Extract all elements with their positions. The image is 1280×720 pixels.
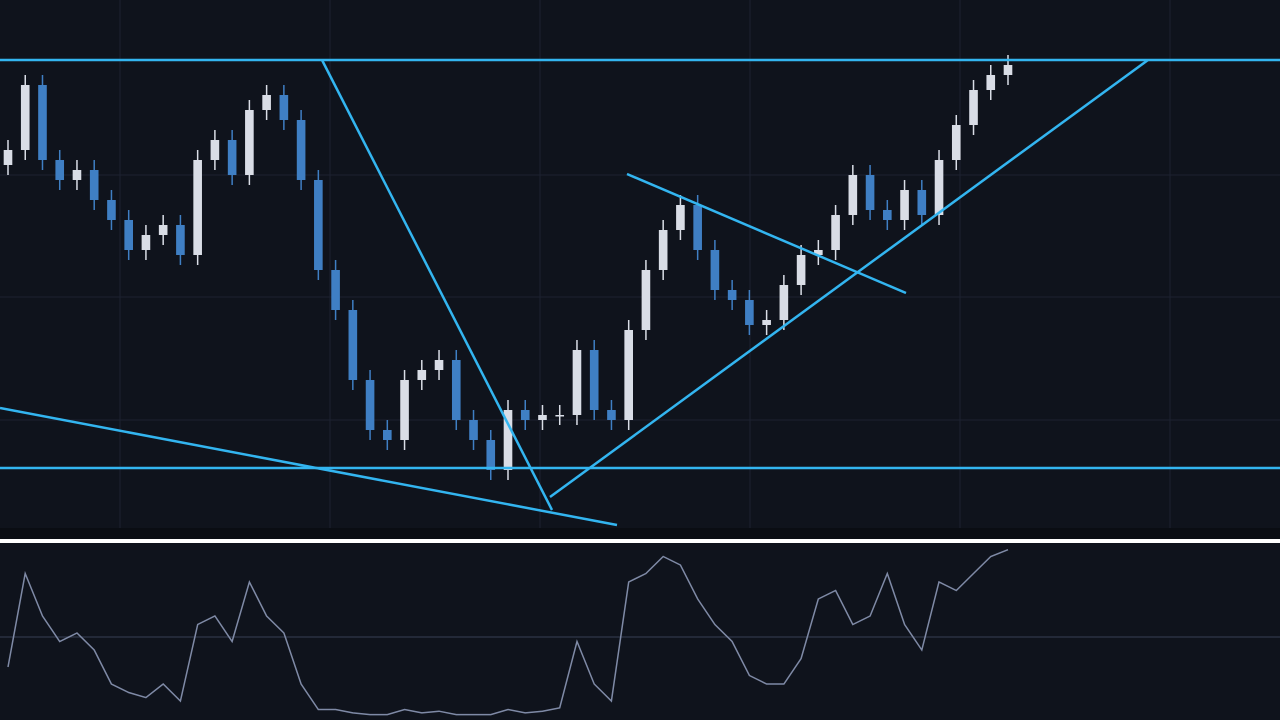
candle-body <box>210 140 220 160</box>
candle-body <box>72 170 82 180</box>
candle-body <box>934 160 944 215</box>
candle-body <box>951 125 961 160</box>
candle-body <box>279 95 289 120</box>
candle-body <box>89 170 99 200</box>
candle-body <box>986 75 996 90</box>
candle-body <box>589 350 599 410</box>
candle-body <box>107 200 116 220</box>
candle-body <box>607 410 616 420</box>
candle-body <box>917 190 927 215</box>
candle-body <box>400 380 409 440</box>
trendline <box>626 172 907 295</box>
candle-body <box>555 415 565 417</box>
candle-body <box>331 270 340 310</box>
candle-body <box>900 190 909 220</box>
candle-body <box>348 310 358 380</box>
oscillator <box>7 549 1009 716</box>
candle-body <box>434 360 444 370</box>
candle-body <box>779 285 789 320</box>
candle-body <box>969 90 978 125</box>
candle-body <box>176 225 185 255</box>
candle-body <box>314 180 323 270</box>
candle-body <box>727 290 737 300</box>
candle-body <box>796 255 806 285</box>
candle-body <box>1003 65 1013 75</box>
candle-body <box>158 225 168 235</box>
candle-body <box>245 110 254 175</box>
candle-body <box>693 205 702 250</box>
trendlines <box>0 58 1280 527</box>
candle-body <box>848 175 858 215</box>
candle-body <box>262 95 271 110</box>
trendline <box>0 406 618 527</box>
candle-body <box>3 150 13 165</box>
panel-gap <box>0 528 1280 540</box>
candle-body <box>538 415 547 420</box>
candle-body <box>141 235 151 250</box>
candle-body <box>745 300 754 325</box>
candle-body <box>383 430 392 440</box>
candle-body <box>814 250 823 255</box>
candle-body <box>572 350 582 415</box>
candle-body <box>451 360 461 420</box>
candle-body <box>20 85 30 150</box>
candle-body <box>641 270 651 330</box>
candles <box>3 55 1013 480</box>
candle-body <box>55 160 65 180</box>
candle-body <box>710 250 720 290</box>
candle-body <box>486 440 496 470</box>
candle-body <box>469 420 478 440</box>
candle-body <box>124 220 133 250</box>
candle-body <box>831 215 840 250</box>
candle-body <box>520 410 530 420</box>
candle-body <box>503 410 513 470</box>
candle-body <box>417 370 427 380</box>
candle-body <box>883 210 892 220</box>
candle-body <box>865 175 875 210</box>
candle-body <box>658 230 668 270</box>
candle-body <box>762 320 771 325</box>
grid <box>0 0 1280 528</box>
oscillator-line <box>7 549 1009 716</box>
candle-body <box>38 85 47 160</box>
candle-body <box>227 140 237 175</box>
candle-body <box>193 160 202 255</box>
candle-body <box>296 120 306 180</box>
trendline <box>549 58 1149 499</box>
candle-body <box>365 380 375 430</box>
candle-body <box>676 205 685 230</box>
trendline <box>320 59 554 511</box>
candle-body <box>624 330 633 420</box>
